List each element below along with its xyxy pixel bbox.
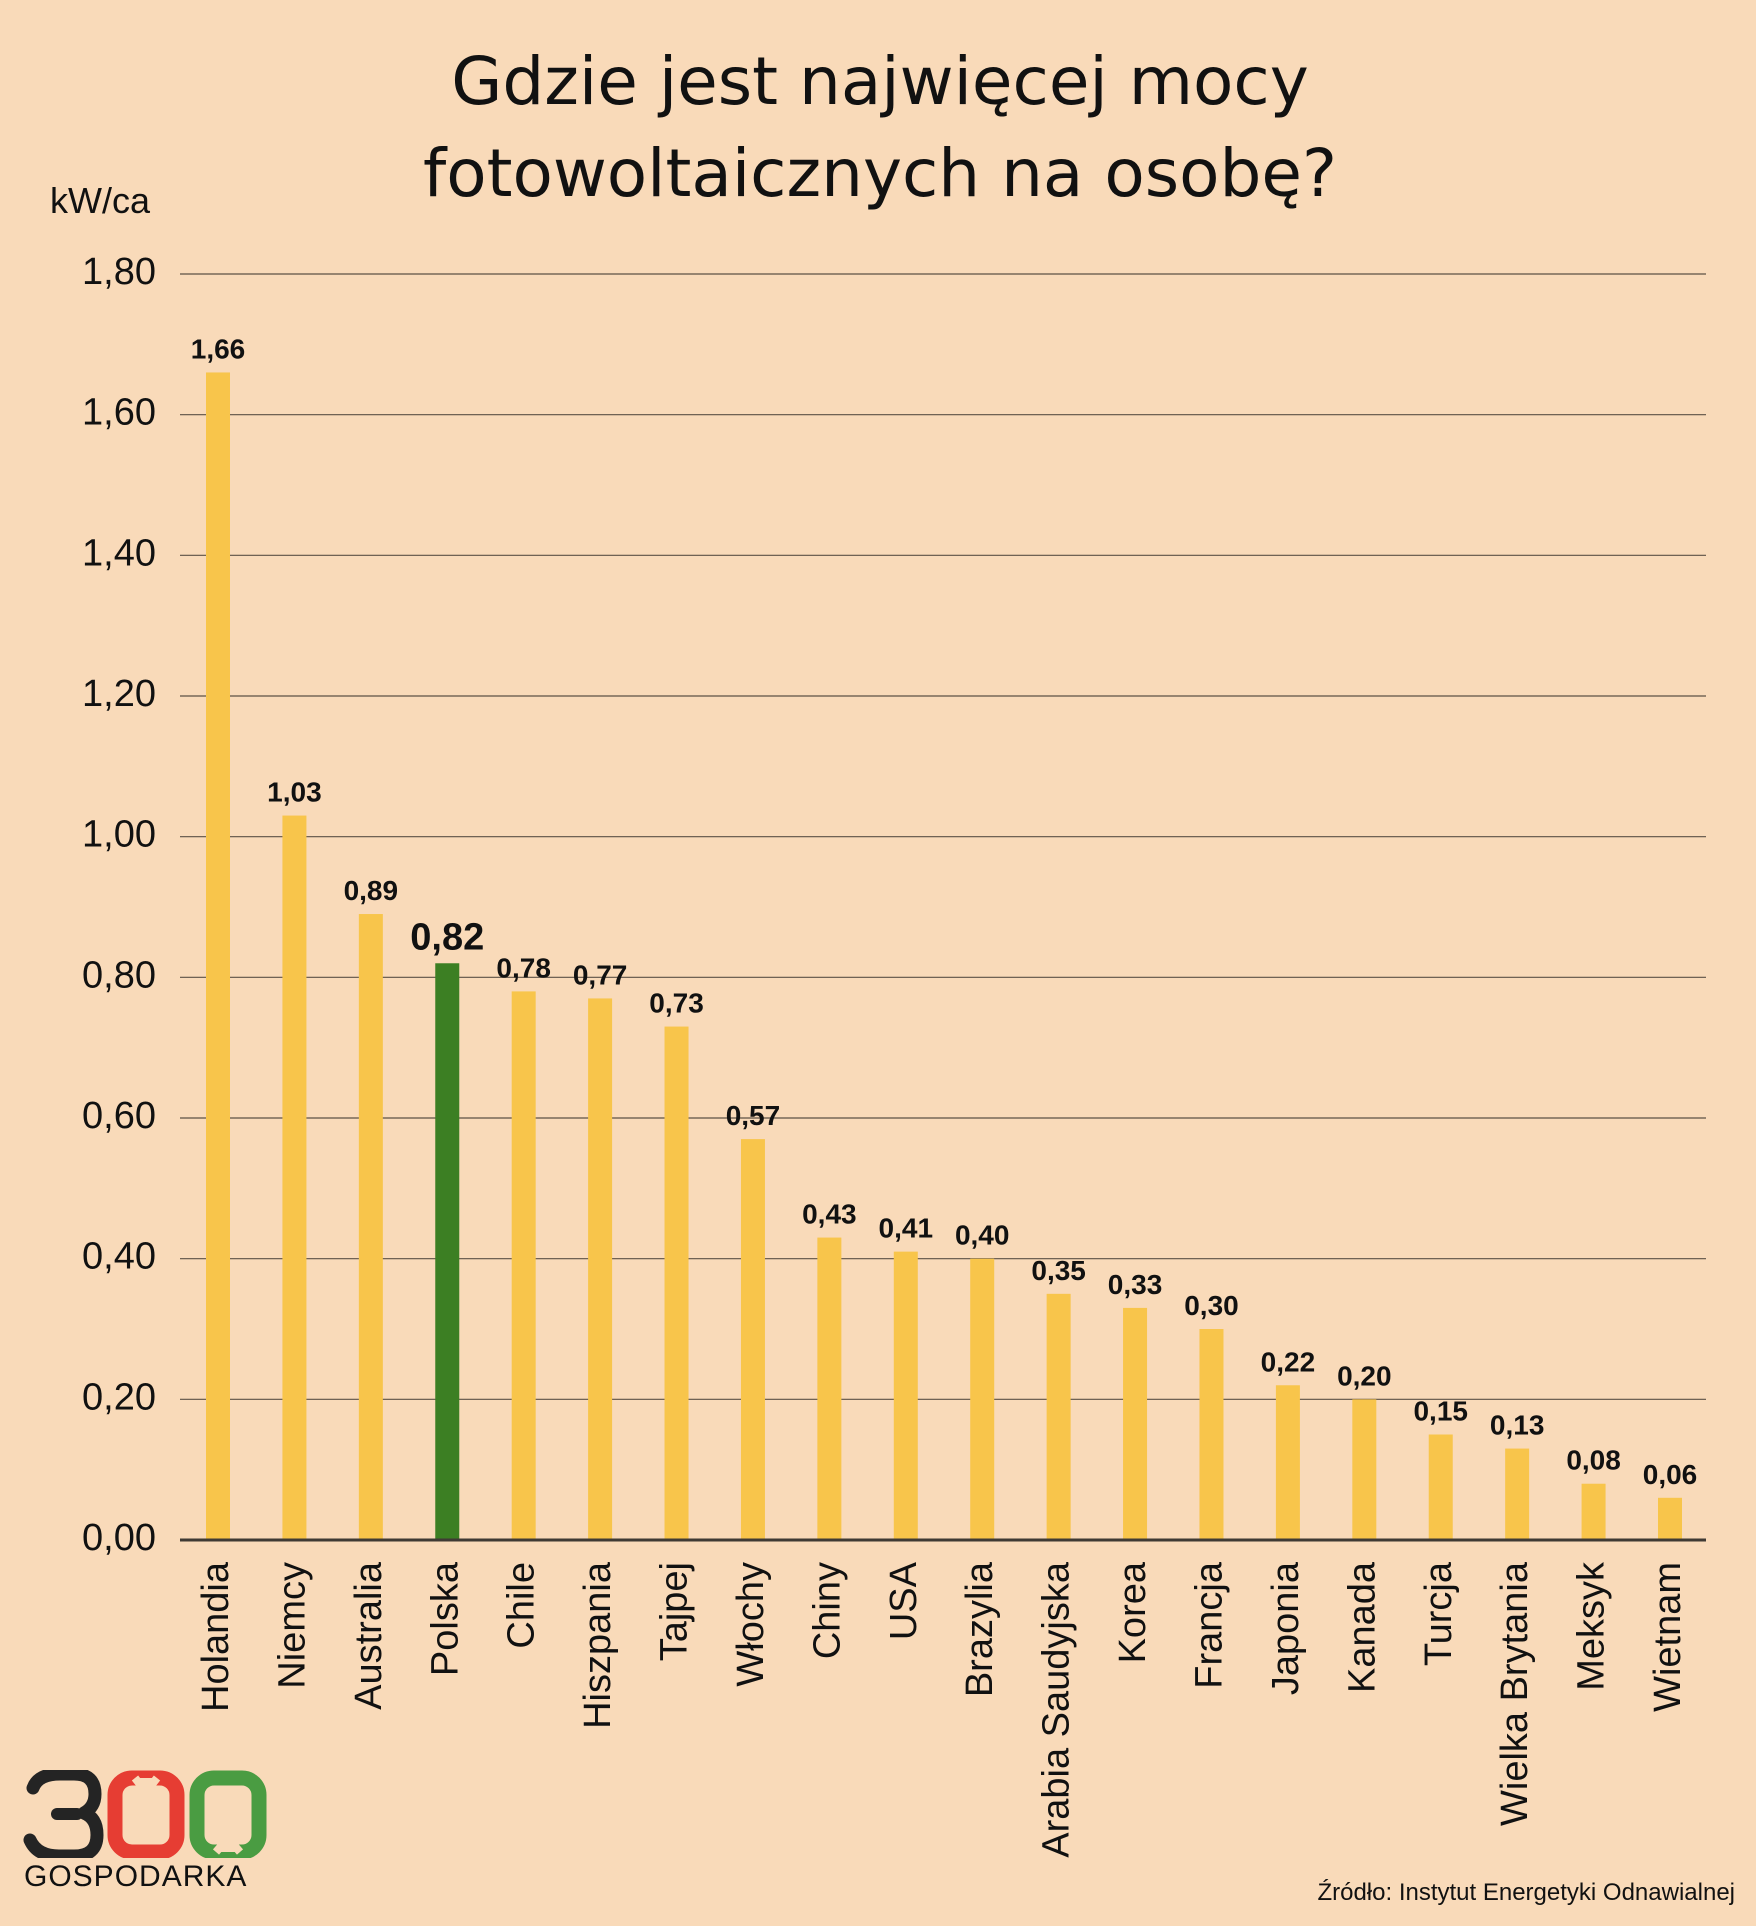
category-label-kanada: Kanada xyxy=(1341,1561,1383,1693)
data-label-korea: 0,33 xyxy=(1108,1269,1163,1300)
category-label-arabia-saudyjska: Arabia Saudyjska xyxy=(1036,1561,1078,1858)
bar-włochy xyxy=(740,1139,765,1540)
chart-title: Gdzie jest najwięcej mocy fotowoltaicznyc… xyxy=(423,43,1337,212)
category-label-tajpej: Tajpej xyxy=(654,1562,696,1661)
category-label-chiny: Chiny xyxy=(806,1562,848,1659)
bar-tajpej xyxy=(664,1026,689,1540)
bar-usa xyxy=(893,1251,918,1540)
category-label-korea: Korea xyxy=(1112,1561,1154,1663)
logo-number-0-green xyxy=(189,1770,267,1858)
bar-japonia xyxy=(1275,1385,1300,1540)
bar-meksyk xyxy=(1581,1483,1606,1540)
y-tick-label: 1,40 xyxy=(82,532,156,574)
data-label-arabia-saudyjska: 0,35 xyxy=(1031,1255,1086,1286)
data-label-kanada: 0,20 xyxy=(1337,1360,1392,1391)
data-label-usa: 0,41 xyxy=(879,1213,934,1244)
title-line-1: Gdzie jest najwięcej mocy xyxy=(451,43,1309,120)
category-label-chile: Chile xyxy=(501,1562,543,1649)
data-labels: 1,66 1,03 0,89 0,82 0,78 0,77 0,73 0,57 0,43 0,41… xyxy=(191,333,1698,1489)
y-tick-label: 0,40 xyxy=(82,1236,156,1278)
data-label-niemcy: 1,03 xyxy=(267,777,322,808)
y-tick-label: 1,20 xyxy=(82,673,156,715)
data-label-australia: 0,89 xyxy=(344,875,399,906)
data-label-brazylia: 0,40 xyxy=(955,1220,1010,1251)
category-label-brazylia: Brazylia xyxy=(959,1561,1001,1697)
bar-korea xyxy=(1123,1307,1148,1540)
x-axis-category-labels: Holandia Niemcy Australia Polska Chile Hiszpa… xyxy=(195,1561,1689,1858)
bar-series xyxy=(206,372,1682,1540)
category-label-turcja: Turcja xyxy=(1418,1561,1460,1666)
logo-number-0-red xyxy=(107,1770,185,1858)
category-label-niemcy: Niemcy xyxy=(271,1562,313,1689)
data-label-wielka-brytania: 0,13 xyxy=(1490,1410,1545,1441)
data-label-turcja: 0,15 xyxy=(1413,1396,1468,1427)
bar-chile xyxy=(511,991,536,1540)
y-axis-unit-label: kW/ca xyxy=(50,180,151,221)
bar-arabia-saudyjska xyxy=(1046,1293,1071,1540)
data-label-wietnam: 0,06 xyxy=(1643,1459,1698,1490)
data-label-japonia: 0,22 xyxy=(1261,1346,1316,1377)
data-label-francja: 0,30 xyxy=(1184,1290,1239,1321)
y-tick-label: 0,60 xyxy=(82,1095,156,1137)
logo-mark xyxy=(23,1770,267,1858)
category-label-włochy: Włochy xyxy=(730,1562,772,1687)
bar-chiny xyxy=(817,1237,842,1540)
bar-holandia xyxy=(206,372,230,1540)
data-label-tajpej: 0,73 xyxy=(649,988,704,1019)
title-line-2: fotowoltaicznych na osobę? xyxy=(423,135,1337,212)
bar-brazylia xyxy=(970,1258,995,1540)
bar-polska xyxy=(435,963,460,1540)
bar-wietnam xyxy=(1658,1497,1682,1540)
category-label-meksyk: Meksyk xyxy=(1571,1561,1613,1691)
logo-number-3 xyxy=(23,1770,104,1858)
bar-australia xyxy=(358,914,383,1540)
y-tick-label: 0,20 xyxy=(82,1376,156,1418)
category-label-australia: Australia xyxy=(348,1561,390,1710)
category-label-wielka-brytania: Wielka Brytania xyxy=(1494,1561,1536,1826)
data-label-chile: 0,78 xyxy=(496,952,551,983)
data-label-polska: 0,82 xyxy=(410,916,484,958)
data-label-włochy: 0,57 xyxy=(726,1100,781,1131)
bar-turcja xyxy=(1428,1434,1453,1540)
category-label-hiszpania: Hiszpania xyxy=(577,1561,619,1729)
category-label-wietnam: Wietnam xyxy=(1647,1562,1689,1712)
bar-francja xyxy=(1199,1329,1224,1540)
data-label-meksyk: 0,08 xyxy=(1566,1445,1621,1476)
bar-niemcy xyxy=(282,815,307,1540)
category-label-polska: Polska xyxy=(424,1561,466,1676)
source-label: Źródło: Instytut Energetyki Odnawialnej xyxy=(1317,1879,1735,1906)
data-label-holandia: 1,66 xyxy=(191,333,246,364)
y-tick-label: 0,80 xyxy=(82,954,156,996)
y-tick-label: 0,00 xyxy=(82,1517,156,1559)
data-label-hiszpania: 0,77 xyxy=(573,959,628,990)
bar-wielka-brytania xyxy=(1505,1448,1530,1540)
category-label-japonia: Japonia xyxy=(1265,1561,1307,1695)
logo-text: GOSPODARKA xyxy=(24,1860,248,1893)
bar-hiszpania xyxy=(588,998,613,1540)
y-tick-label: 1,60 xyxy=(82,392,156,434)
bar-kanada xyxy=(1352,1399,1377,1540)
y-tick-label: 1,80 xyxy=(82,251,156,293)
y-grid xyxy=(180,273,1706,1542)
data-label-chiny: 0,43 xyxy=(802,1199,857,1230)
category-label-francja: Francja xyxy=(1189,1561,1231,1689)
category-label-usa: USA xyxy=(883,1561,925,1640)
y-axis-ticks: 0,00 0,20 0,40 0,60 0,80 1,00 1,20 1,40 1,60 1,80 xyxy=(82,251,156,1559)
y-tick-label: 1,00 xyxy=(82,814,156,856)
category-label-holandia: Holandia xyxy=(195,1561,237,1712)
